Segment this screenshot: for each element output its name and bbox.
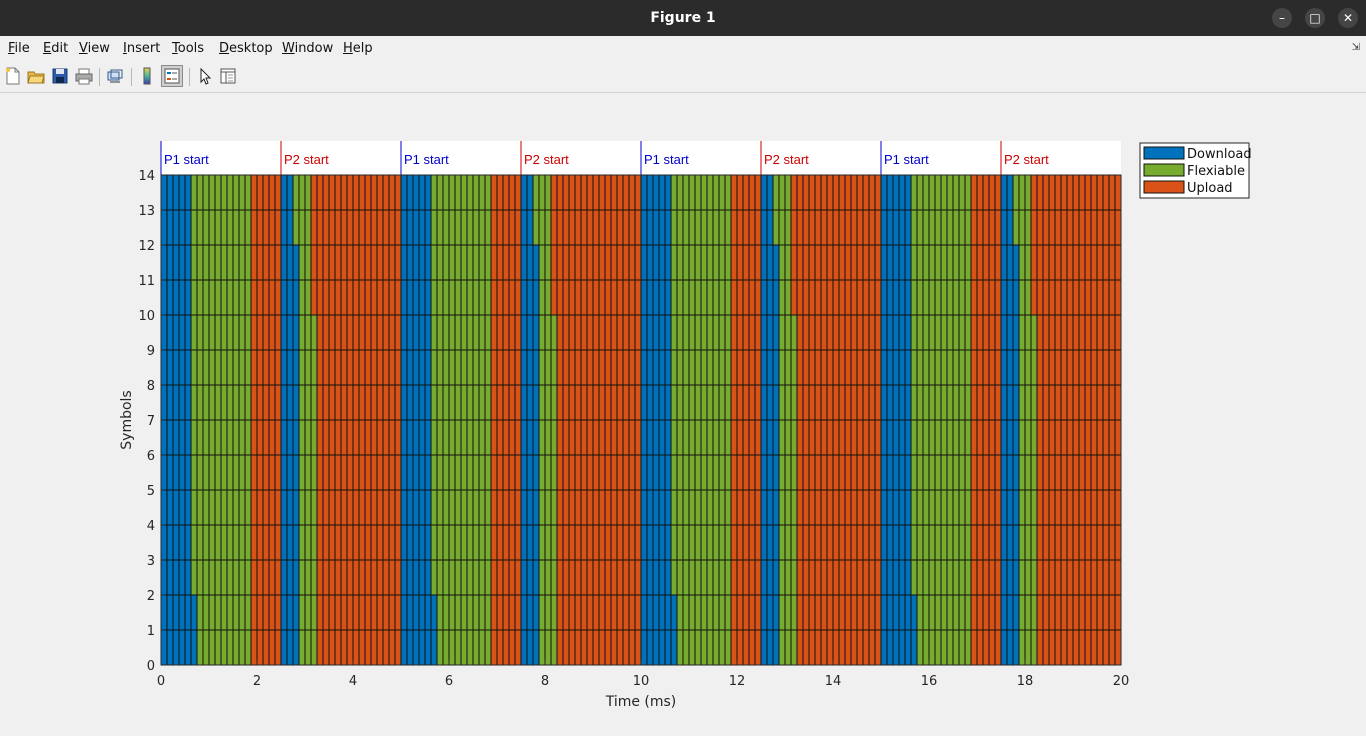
menu-view[interactable]: View <box>79 41 110 56</box>
x-tick-label: 20 <box>1113 674 1130 689</box>
legend-icon[interactable] <box>161 65 183 87</box>
y-tick-label: 14 <box>138 169 155 184</box>
x-tick-label: 16 <box>921 674 938 689</box>
legend-swatch-flexiable <box>1143 163 1185 177</box>
pointer-icon[interactable] <box>196 67 214 85</box>
y-tick-label: 9 <box>147 344 155 359</box>
y-tick-label: 11 <box>138 274 155 289</box>
menu-overflow-icon[interactable]: ⇲ <box>1351 42 1360 53</box>
y-tick-label: 3 <box>147 554 155 569</box>
period-marker-label: P1 start <box>404 152 449 167</box>
period-marker-label: P1 start <box>164 152 209 167</box>
new-figure-icon[interactable] <box>4 67 22 85</box>
close-icon[interactable]: ✕ <box>1338 8 1358 28</box>
x-tick-label: 18 <box>1017 674 1034 689</box>
menu-bar: File Edit View Insert Tools Desktop Wind… <box>0 36 1366 62</box>
x-tick-label: 6 <box>445 674 453 689</box>
period-marker-label: P2 start <box>524 152 569 167</box>
print-icon[interactable] <box>75 67 93 85</box>
y-tick-label: 0 <box>147 659 155 674</box>
title-bar: Figure 1 – □ ✕ <box>0 0 1366 36</box>
legend-label: Flexiable <box>1187 164 1245 179</box>
period-marker-label: P1 start <box>884 152 929 167</box>
period-marker-label: P2 start <box>1004 152 1049 167</box>
x-tick-label: 8 <box>541 674 549 689</box>
property-inspector-icon[interactable] <box>219 67 237 85</box>
y-tick-label: 7 <box>147 414 155 429</box>
y-tick-label: 6 <box>147 449 155 464</box>
y-tick-label: 10 <box>138 309 155 324</box>
menu-file[interactable]: File <box>8 41 30 56</box>
y-tick-label: 5 <box>147 484 155 499</box>
x-axis-label: Time (ms) <box>605 694 677 710</box>
x-tick-label: 12 <box>729 674 746 689</box>
menu-window[interactable]: Window <box>282 41 334 56</box>
menu-desktop[interactable]: Desktop <box>219 41 273 56</box>
legend-swatch-download <box>1143 146 1185 160</box>
menu-tools[interactable]: Tools <box>172 41 205 56</box>
x-tick-label: 2 <box>253 674 261 689</box>
y-tick-label: 12 <box>138 239 155 254</box>
x-tick-label: 14 <box>825 674 842 689</box>
y-tick-label: 8 <box>147 379 155 394</box>
legend-swatch-upload <box>1143 180 1185 194</box>
period-marker-label: P1 start <box>644 152 689 167</box>
plot-area: P1 start P2 start P1 start P2 start P1 start… <box>119 141 1252 710</box>
menu-edit[interactable]: Edit <box>43 41 69 56</box>
minimize-icon[interactable]: – <box>1272 8 1292 28</box>
y-tick-label: 2 <box>147 589 155 604</box>
save-icon[interactable] <box>51 67 69 85</box>
menu-help[interactable]: Help <box>343 41 373 56</box>
period-marker-label: P2 start <box>764 152 809 167</box>
x-tick-label: 4 <box>349 674 357 689</box>
period-marker-label: P2 start <box>284 152 329 167</box>
x-tick-label: 10 <box>633 674 650 689</box>
open-file-icon[interactable] <box>27 67 45 85</box>
link-plot-icon[interactable] <box>106 67 124 85</box>
y-tick-label: 13 <box>138 204 155 219</box>
window-title: Figure 1 <box>650 10 716 26</box>
maximize-icon[interactable]: □ <box>1305 8 1325 28</box>
colorbar-icon[interactable] <box>138 67 156 85</box>
x-tick-label: 0 <box>157 674 165 689</box>
legend-label: Upload <box>1187 181 1233 196</box>
menu-insert[interactable]: Insert <box>123 41 161 56</box>
y-axis-label: Symbols <box>119 390 135 449</box>
toolbar <box>0 62 1366 93</box>
y-tick-label: 4 <box>147 519 155 534</box>
legend-label: Download <box>1187 147 1252 162</box>
y-tick-label: 1 <box>147 624 155 639</box>
